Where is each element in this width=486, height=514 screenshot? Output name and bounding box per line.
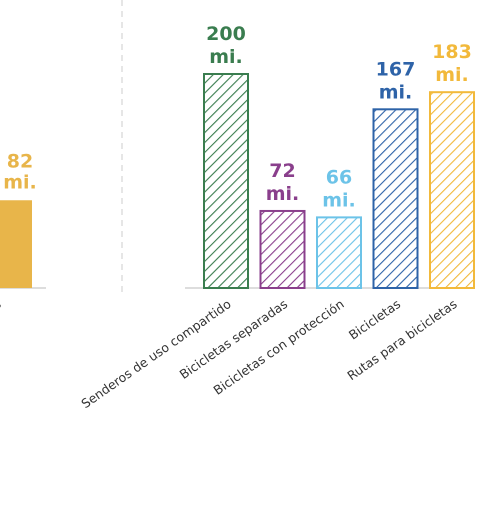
- value-label-1: 72 mi.: [266, 160, 300, 205]
- bar-1: [259, 209, 306, 290]
- value-label-0: 200 mi.: [206, 23, 246, 68]
- bar-left-0: [0, 200, 32, 288]
- bar-0: [203, 73, 249, 289]
- value-label-left-0: 82 mi.: [3, 150, 37, 193]
- value-label-4: 183 mi.: [432, 41, 472, 86]
- bar-3: [372, 108, 419, 289]
- left-chart-panel: 82 mi. Bicicletas: [0, 150, 46, 343]
- bar-2: [316, 216, 362, 290]
- category-label-left-0: Bicicletas: [0, 296, 4, 342]
- bar-4: [429, 91, 475, 289]
- value-label-3: 167 mi.: [376, 58, 416, 103]
- value-label-2: 66 mi.: [322, 166, 356, 211]
